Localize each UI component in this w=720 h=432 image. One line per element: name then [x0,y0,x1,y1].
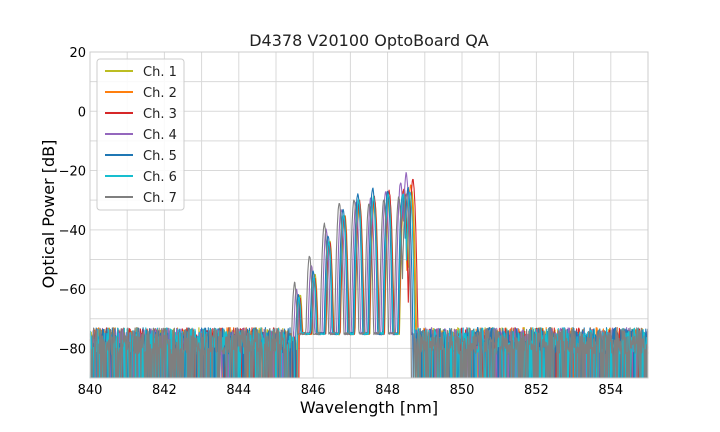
y-tick-label: −80 [59,342,86,357]
legend-label: Ch. 1 [143,65,177,80]
x-ticks: 840 842 844 846 848 850 852 854 [78,383,624,398]
x-tick-label: 844 [226,383,251,398]
x-tick-label: 850 [450,383,475,398]
x-tick-label: 846 [301,383,326,398]
y-tick-label: 0 [78,105,86,120]
legend-label: Ch. 6 [143,170,177,185]
y-tick-label: −40 [59,224,86,239]
x-tick-label: 842 [152,383,177,398]
legend-label: Ch. 3 [143,107,177,122]
series-group [89,171,649,379]
grid [89,51,649,379]
series-line-ch-7 [89,193,649,379]
legend-label: Ch. 7 [143,191,177,206]
series-line-ch-5 [89,186,649,379]
legend-label: Ch. 5 [143,149,177,164]
x-tick-label: 852 [524,383,549,398]
y-axis-label: Optical Power [dB] [39,140,58,289]
plot-frame [89,51,649,379]
legend-label: Ch. 4 [143,128,177,143]
legend: Ch. 1 Ch. 2 Ch. 3 Ch. 4 Ch. 5 Ch. 6 Ch. 7 [96,58,185,211]
legend-box [96,58,185,211]
y-ticks: 20 0 −20 −40 −60 −80 [59,46,86,357]
x-tick-label: 848 [375,383,400,398]
x-tick-label: 840 [78,383,103,398]
y-tick-label: −20 [59,165,86,180]
y-tick-label: 20 [69,46,86,61]
legend-label: Ch. 2 [143,86,177,101]
x-tick-label: 854 [598,383,623,398]
chart-title: D4378 V20100 OptoBoard QA [249,31,489,50]
y-tick-label: −60 [59,283,86,298]
x-axis-label: Wavelength [nm] [300,398,438,417]
